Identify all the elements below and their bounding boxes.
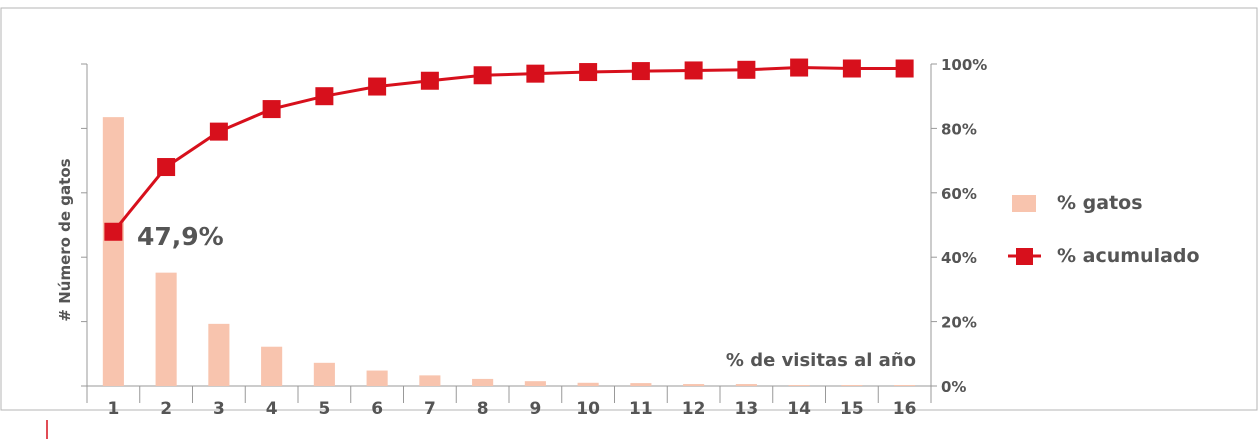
y-right-tick-label: 40% bbox=[941, 249, 977, 267]
y-right-tick-label: 80% bbox=[941, 120, 977, 138]
x-tick-label: 4 bbox=[266, 399, 278, 419]
marker-acumulado bbox=[420, 71, 439, 90]
legend-bar-label: % gatos bbox=[1057, 192, 1143, 214]
y-right-tick-label: 20% bbox=[941, 314, 977, 332]
x-tick-label: 5 bbox=[318, 399, 330, 419]
marker-acumulado bbox=[631, 62, 650, 81]
bar-gatos bbox=[524, 381, 546, 386]
x-tick-label: 3 bbox=[213, 399, 225, 419]
x-tick-label: 8 bbox=[477, 399, 489, 419]
x-tick-label: 11 bbox=[629, 399, 653, 419]
bar-gatos bbox=[894, 385, 916, 386]
marker-acumulado bbox=[579, 63, 598, 82]
bar-gatos bbox=[577, 382, 599, 386]
bar-gatos bbox=[155, 272, 177, 386]
y-right-tick-label: 0% bbox=[941, 378, 966, 396]
marker-acumulado bbox=[684, 61, 703, 80]
x-tick-label: 10 bbox=[576, 399, 600, 419]
legend-line-label: % acumulado bbox=[1057, 245, 1200, 267]
bar-gatos bbox=[313, 362, 335, 386]
marker-acumulado bbox=[368, 77, 387, 96]
bar-gatos bbox=[102, 117, 124, 386]
x-tick-label: 15 bbox=[840, 399, 864, 419]
marker-acumulado bbox=[790, 58, 809, 77]
marker-acumulado bbox=[842, 59, 861, 78]
marker-acumulado bbox=[526, 64, 545, 83]
bar-gatos bbox=[472, 378, 494, 386]
first-value-annotation: 47,9% bbox=[137, 222, 224, 251]
line-acumulado bbox=[112, 66, 905, 233]
x-axis-title: % de visitas al año bbox=[726, 350, 916, 371]
x-tick-label: 2 bbox=[160, 399, 172, 419]
x-tick-label: 1 bbox=[107, 399, 119, 419]
x-tick-label: 14 bbox=[787, 399, 811, 419]
marker-acumulado bbox=[209, 122, 228, 141]
y-axis-title: # Número de gatos bbox=[56, 158, 74, 321]
bar-gatos bbox=[788, 385, 810, 386]
legend: % gatos % acumulado bbox=[1008, 192, 1200, 267]
bar-gatos bbox=[735, 384, 757, 386]
bar-gatos bbox=[630, 383, 652, 386]
x-tick-label: 13 bbox=[735, 399, 759, 419]
marker-acumulado bbox=[737, 60, 756, 79]
y-right-tick-label: 60% bbox=[941, 185, 977, 203]
x-tick-label: 9 bbox=[529, 399, 541, 419]
bar-gatos bbox=[683, 384, 705, 386]
marker-acumulado bbox=[473, 66, 492, 85]
bar-gatos bbox=[208, 323, 230, 386]
x-tick-label: 7 bbox=[424, 399, 436, 419]
x-tick-label: 12 bbox=[682, 399, 706, 419]
bar-gatos bbox=[419, 375, 441, 386]
marker-acumulado bbox=[895, 59, 914, 78]
x-tick-label: 16 bbox=[893, 399, 917, 419]
bar-gatos bbox=[261, 346, 283, 386]
marker-acumulado bbox=[262, 100, 281, 119]
legend-bar-swatch bbox=[1012, 195, 1036, 212]
legend-line-marker bbox=[1016, 248, 1033, 265]
bar-gatos bbox=[366, 370, 388, 386]
marker-acumulado bbox=[315, 87, 334, 106]
x-tick-label: 6 bbox=[371, 399, 383, 419]
chart-border bbox=[0, 7, 1258, 411]
marker-acumulado bbox=[157, 158, 176, 177]
bar-gatos bbox=[841, 385, 863, 386]
y-right-tick-label: 100% bbox=[941, 56, 987, 74]
marker-acumulado bbox=[104, 222, 123, 241]
